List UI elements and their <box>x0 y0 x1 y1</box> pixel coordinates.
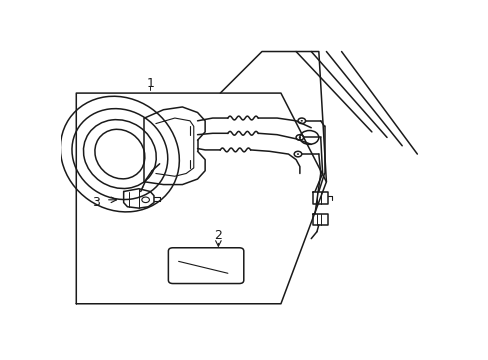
Circle shape <box>300 120 302 122</box>
Text: 1: 1 <box>146 77 154 90</box>
Circle shape <box>296 153 299 155</box>
Circle shape <box>298 136 301 138</box>
Text: 3: 3 <box>92 196 100 209</box>
Text: 2: 2 <box>214 229 222 242</box>
